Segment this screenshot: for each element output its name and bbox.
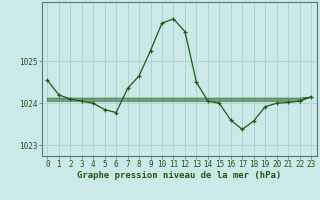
X-axis label: Graphe pression niveau de la mer (hPa): Graphe pression niveau de la mer (hPa) [77,171,281,180]
